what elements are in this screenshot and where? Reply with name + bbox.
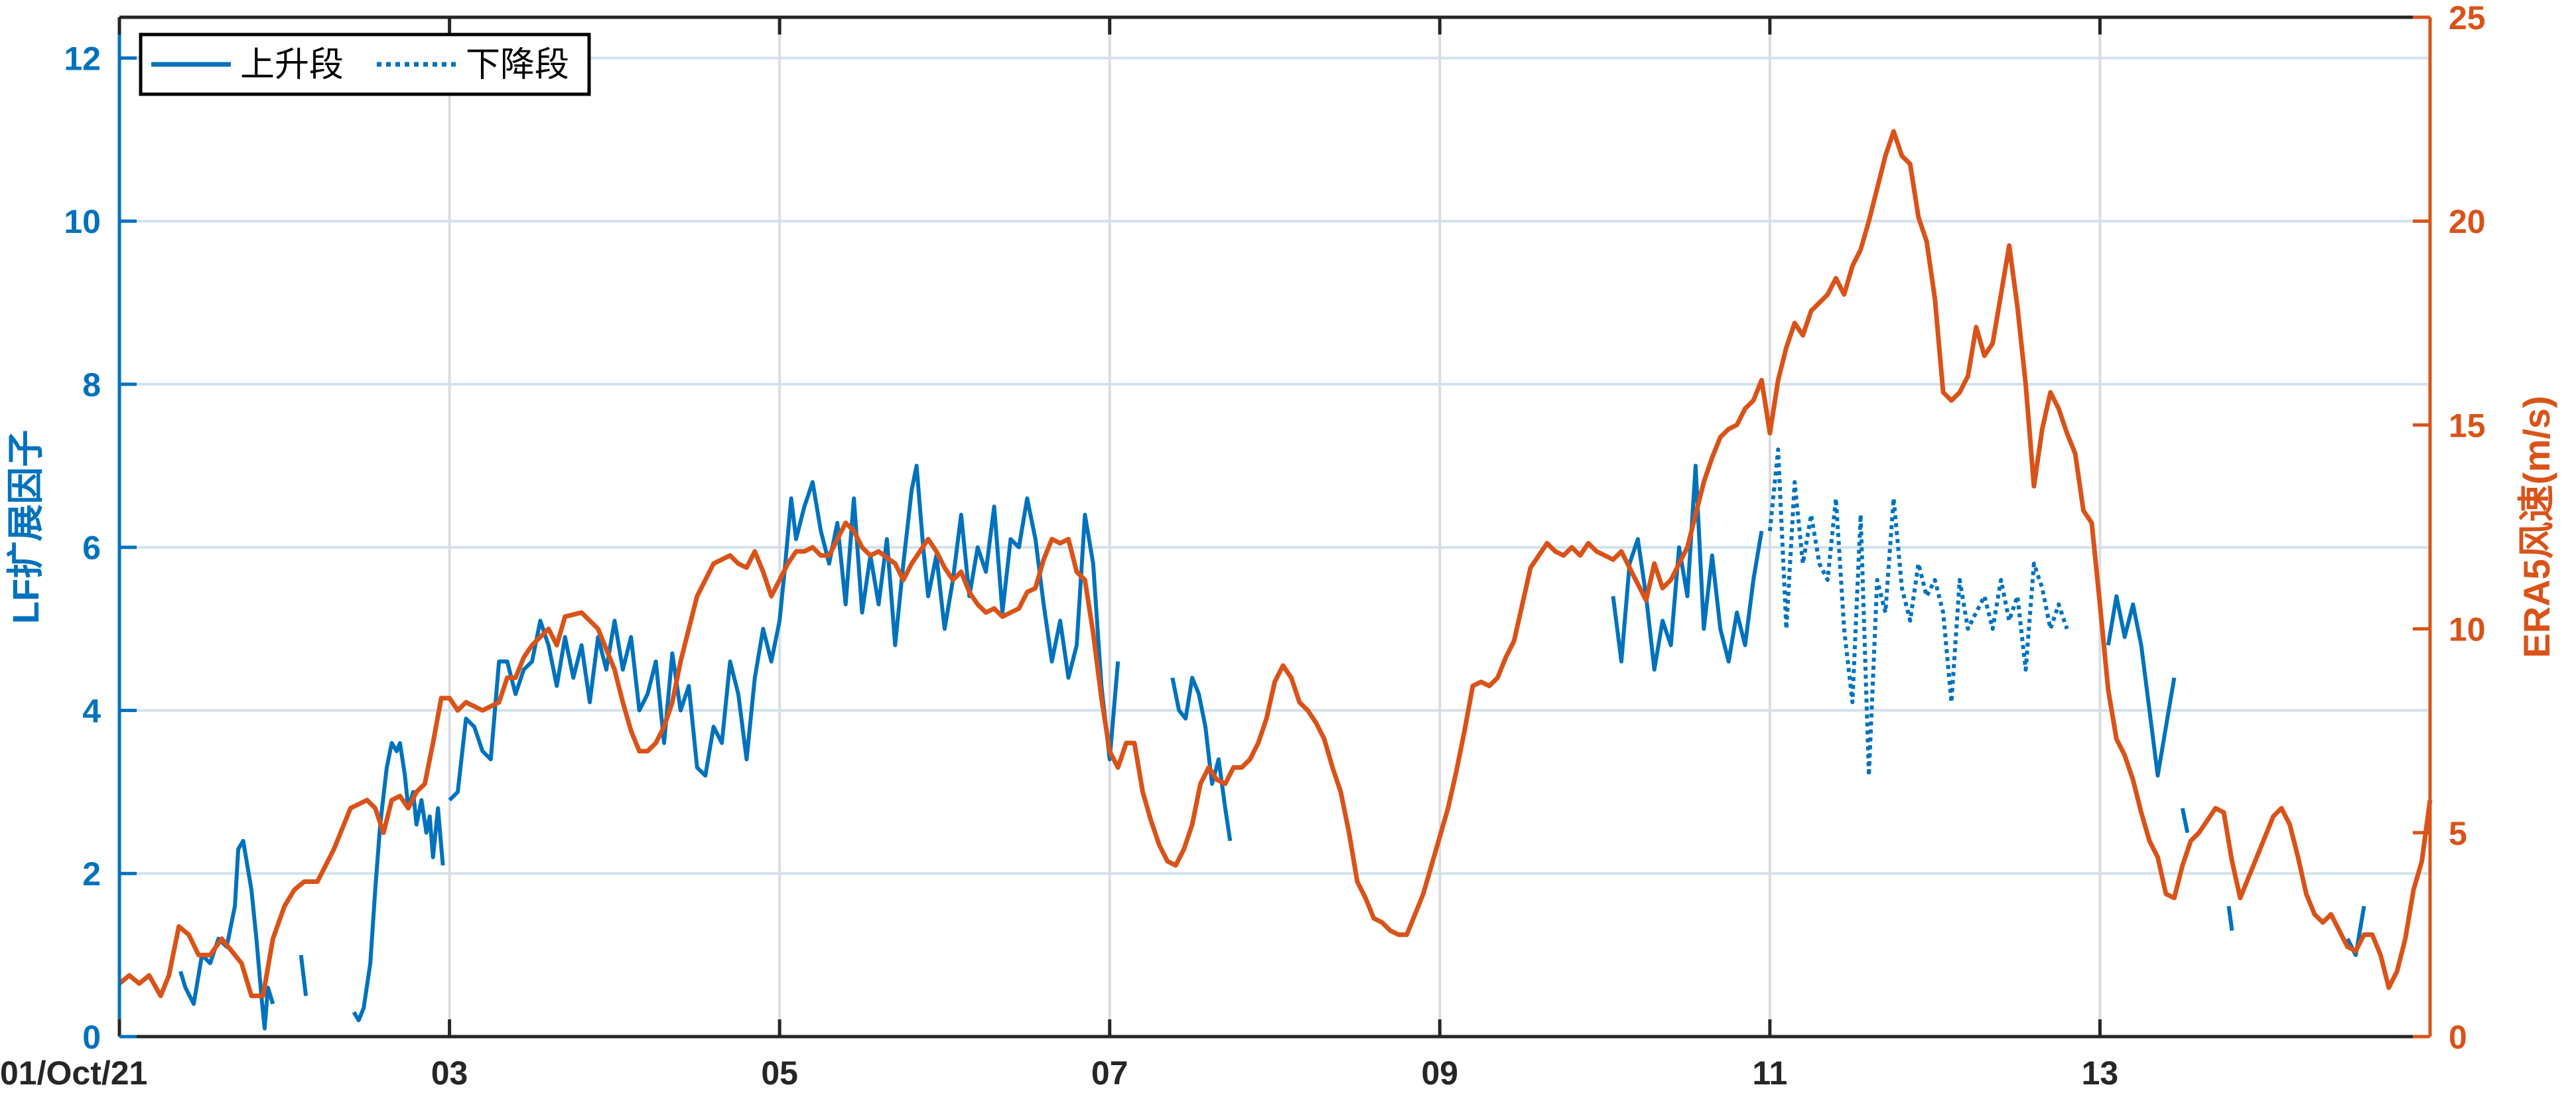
right-tick-label: 0 bbox=[2449, 1019, 2467, 1056]
x-tick-label: 03 bbox=[431, 1055, 468, 1092]
x-tick-label: 05 bbox=[761, 1055, 798, 1092]
left-tick-label: 12 bbox=[64, 40, 101, 77]
right-tick-label: 5 bbox=[2449, 815, 2467, 852]
right-tick-label: 15 bbox=[2449, 407, 2486, 444]
x-tick-label: 01/Oct/21 bbox=[0, 1055, 147, 1092]
left-tick-label: 8 bbox=[82, 366, 101, 403]
x-tick-label: 13 bbox=[2082, 1055, 2119, 1092]
left-tick-label: 6 bbox=[82, 530, 101, 567]
left-tick-label: 4 bbox=[82, 692, 101, 729]
left-axis-title: LF扩展因子 bbox=[5, 430, 46, 624]
left-tick-label: 2 bbox=[82, 855, 101, 893]
right-tick-label: 10 bbox=[2449, 611, 2486, 648]
left-tick-label: 10 bbox=[64, 203, 101, 240]
left-tick-label: 0 bbox=[82, 1019, 101, 1056]
x-tick-label: 09 bbox=[1421, 1055, 1458, 1092]
x-tick-label: 11 bbox=[1752, 1055, 1787, 1092]
right-axis-title: ERA5风速(m/s) bbox=[2516, 396, 2557, 658]
right-tick-label: 20 bbox=[2449, 203, 2486, 240]
right-tick-label: 25 bbox=[2449, 0, 2486, 36]
legend: 上升段 下降段 bbox=[141, 35, 589, 94]
legend-label-descending: 下降段 bbox=[466, 45, 569, 85]
legend-label-ascending: 上升段 bbox=[240, 45, 344, 85]
x-tick-label: 07 bbox=[1091, 1055, 1128, 1092]
